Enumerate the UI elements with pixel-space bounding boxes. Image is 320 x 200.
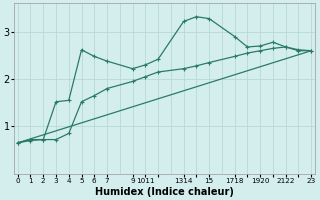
X-axis label: Humidex (Indice chaleur): Humidex (Indice chaleur) xyxy=(95,187,234,197)
